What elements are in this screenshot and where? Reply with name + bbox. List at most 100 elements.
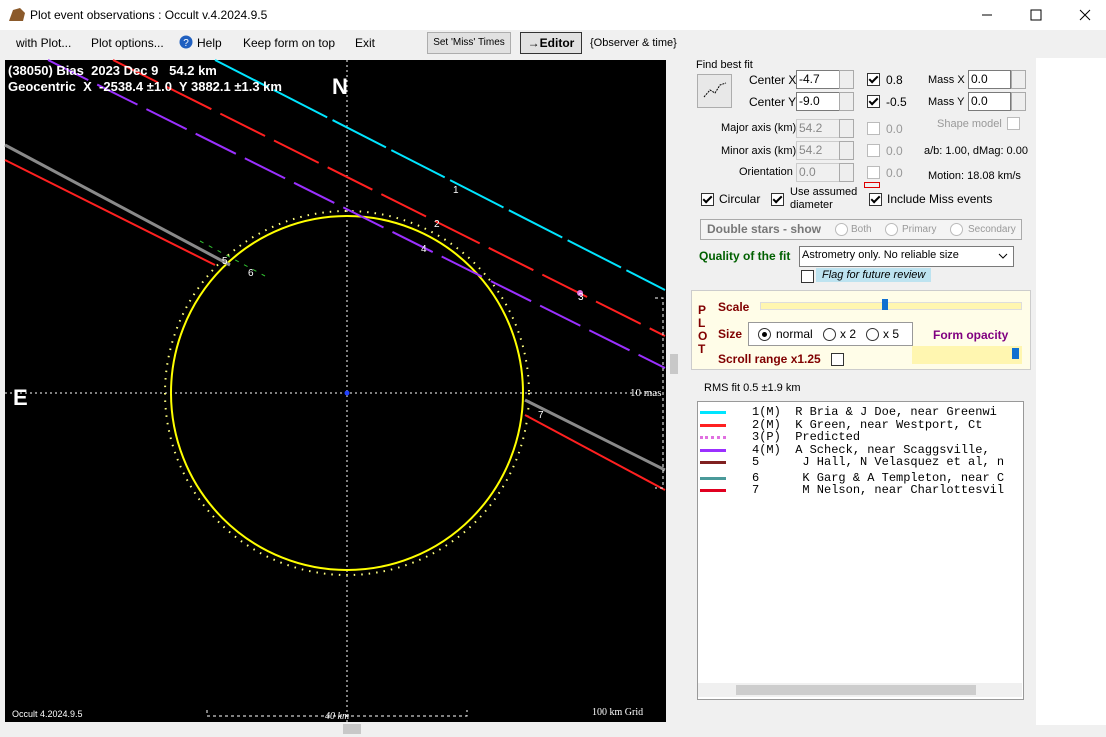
checkbox[interactable]	[801, 270, 814, 283]
checkbox[interactable]	[867, 95, 880, 108]
checkbox[interactable]	[771, 193, 784, 206]
line-swatch	[700, 461, 726, 464]
major-axis-input[interactable]: 54.2	[796, 119, 840, 138]
spinner[interactable]	[839, 163, 854, 182]
double-stars-panel	[700, 219, 1022, 240]
observer-text: 3(P) Predicted	[752, 430, 861, 444]
observer-time[interactable]: {Observer & time}	[590, 37, 677, 49]
help-icon: ?	[179, 35, 193, 49]
miss-swatch	[864, 182, 880, 188]
line-swatch	[700, 476, 726, 480]
observer-text: 6 K Garg & A Templeton, near C	[752, 470, 1005, 485]
radio[interactable]	[866, 328, 879, 341]
slider-thumb[interactable]	[882, 299, 888, 310]
north-label: N	[332, 74, 348, 99]
scroll-range-label: Scroll range x1.25	[718, 352, 821, 366]
chord-label: 3	[578, 292, 584, 303]
observer-row: 1(M) R Bria & J Doe, near Greenwi	[698, 406, 1023, 418]
option: Secondary	[968, 224, 1016, 235]
spinner[interactable]	[839, 70, 854, 89]
option: Primary	[902, 224, 937, 235]
radio[interactable]	[885, 223, 898, 236]
chord-label: 5	[222, 256, 228, 267]
radio[interactable]	[758, 328, 771, 341]
window-title: Plot event observations : Occult v.4.202…	[30, 8, 268, 22]
observer-row: 2(M) K Green, near Westport, Ct	[698, 419, 1023, 431]
observer-row: 7 M Nelson, near Charlottesvil	[698, 484, 1023, 496]
radio[interactable]	[835, 223, 848, 236]
plot-letter: P	[698, 303, 707, 317]
plot-letter: L	[698, 316, 706, 330]
observer-text: 2(M) K Green, near Westport, Ct	[752, 417, 983, 432]
menu-item[interactable]: Plot options...	[91, 36, 164, 50]
field-label: Center Y	[749, 95, 797, 109]
spinner[interactable]	[1011, 92, 1026, 111]
quality-select[interactable]: Astrometry only. No reliable size	[799, 246, 1014, 267]
checkbox[interactable]	[867, 144, 880, 157]
plot-header: Geocentric X -2538.4 ±1.0 Y 3882.1 ±1.3 …	[8, 79, 282, 94]
fit-button[interactable]	[697, 74, 732, 108]
line-swatch	[700, 448, 726, 452]
field-label: Mass Y	[928, 96, 965, 108]
radio[interactable]	[950, 223, 963, 236]
observer-row: 5 J Hall, N Velasquez et al, n	[698, 456, 1023, 468]
spinner[interactable]	[1011, 70, 1026, 89]
chord-label: 2	[434, 219, 440, 230]
radio[interactable]	[823, 328, 836, 341]
menu-item[interactable]: Help	[197, 36, 222, 50]
editor-button[interactable]: →Editor	[520, 32, 582, 54]
menu-item[interactable]: Keep form on top	[243, 36, 336, 50]
double-stars: Double stars - show	[707, 222, 822, 236]
rms-fit: RMS fit 0.5 ±1.9 km	[704, 382, 801, 394]
flag-label: Flag for future review	[816, 268, 932, 282]
weight-y: -0.5	[886, 95, 907, 109]
orientation-input[interactable]: 0.0	[796, 163, 840, 182]
list-scrollbar	[698, 683, 1022, 697]
menu-item[interactable]: with Plot...	[16, 36, 72, 50]
checkbox[interactable]	[867, 73, 880, 86]
scale-label: Scale	[718, 300, 750, 314]
observer-row: 6 K Garg & A Templeton, near C	[698, 472, 1023, 484]
opacity-slider[interactable]	[912, 346, 1022, 364]
checkbox[interactable]	[831, 353, 844, 366]
center-y-input[interactable]: -9.0	[796, 92, 840, 111]
line-swatch	[700, 423, 726, 427]
checkbox[interactable]	[869, 193, 882, 206]
title-bar	[0, 0, 1106, 30]
app-icon	[9, 8, 25, 21]
plot-letter: T	[698, 342, 706, 356]
size-label: Size	[718, 327, 743, 341]
chord-label: 6	[248, 268, 254, 279]
opacity-label: Form opacity	[933, 328, 1009, 342]
spinner[interactable]	[839, 141, 854, 160]
menu-item[interactable]: Exit	[355, 36, 376, 50]
checkbox[interactable]	[867, 166, 880, 179]
checkbox[interactable]	[867, 122, 880, 135]
center-x-input[interactable]: -4.7	[796, 70, 840, 89]
observer-text: 1(M) R Bria & J Doe, near Greenwi	[752, 405, 997, 419]
chord-label: 4	[421, 244, 427, 255]
observer-text: 7 M Nelson, near Charlottesvil	[752, 483, 1005, 497]
field-label: Minor axis (km)	[721, 145, 797, 157]
checkbox[interactable]	[1007, 117, 1020, 130]
window-controls[interactable]	[960, 0, 1106, 30]
circular-label: Circular	[719, 192, 761, 206]
set-miss-button[interactable]: Set 'Miss' Times	[427, 32, 511, 54]
checkbox[interactable]	[701, 193, 714, 206]
slider-thumb[interactable]	[1012, 348, 1019, 359]
chord-label: 1	[453, 185, 459, 196]
minor-axis-input[interactable]: 54.2	[796, 141, 840, 160]
spinner[interactable]	[839, 92, 854, 111]
scale-slider[interactable]	[760, 302, 1022, 310]
window-background	[1036, 58, 1106, 725]
observer-row: 4(M) A Scheck, near Scaggsville,	[698, 444, 1023, 456]
weight-x: 0.8	[886, 73, 903, 87]
plot-area	[0, 59, 681, 737]
version-label: Occult 4.2024.9.5	[12, 709, 83, 719]
mass-x-input[interactable]: 0.0	[968, 70, 1011, 89]
spinner[interactable]	[839, 119, 854, 138]
mass-y-input[interactable]: 0.0	[968, 92, 1011, 111]
angular-scale: 10 mas	[630, 387, 662, 399]
fit-title: Find best fit	[696, 59, 753, 71]
